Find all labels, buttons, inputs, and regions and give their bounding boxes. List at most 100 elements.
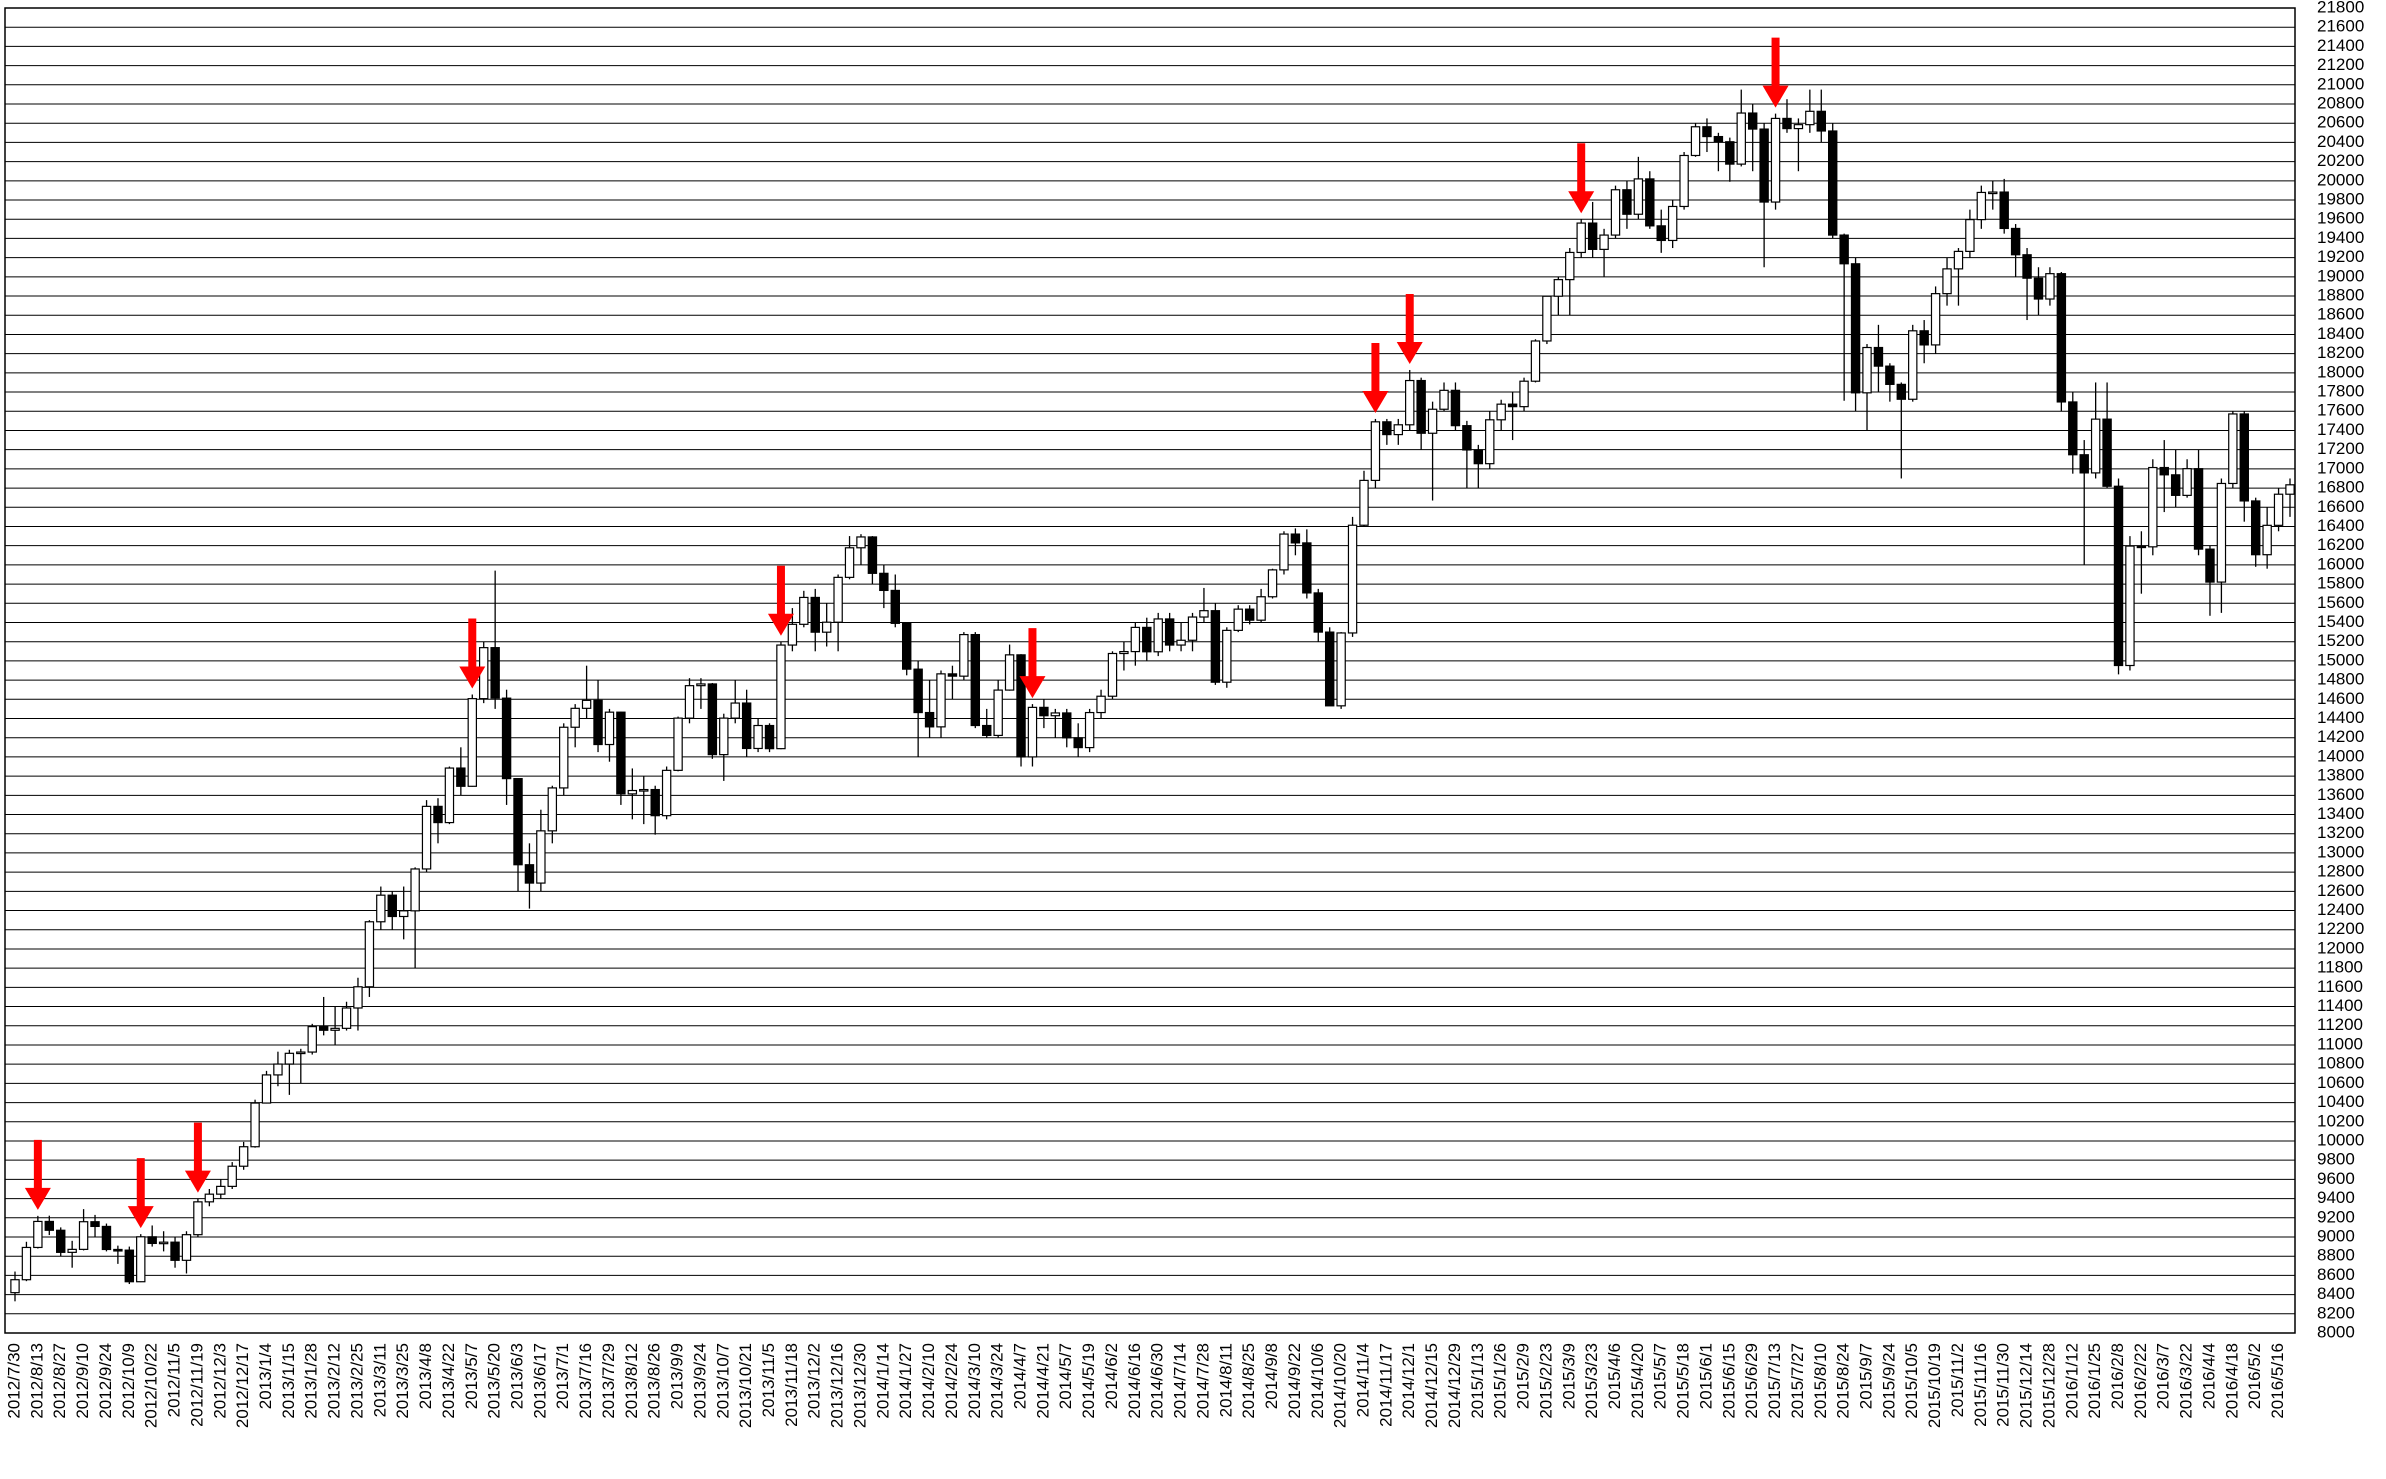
candle-body: [1393, 424, 1404, 436]
candle-body: [2113, 485, 2124, 667]
x-tick-label: 2014/12/1: [1399, 1343, 1418, 1419]
x-tick-label: 2014/9/22: [1285, 1343, 1304, 1419]
signal-arrow-head: [1762, 85, 1789, 108]
candle-body: [936, 673, 946, 728]
candle-body: [238, 1146, 249, 1167]
x-tick-label: 2014/12/29: [1445, 1343, 1464, 1428]
candle-body: [1942, 268, 1952, 295]
candle-body: [1485, 419, 1495, 465]
candle-body: [2159, 466, 2169, 476]
x-tick-label: 2014/5/19: [1079, 1343, 1098, 1419]
candle-body: [2182, 468, 2192, 496]
y-tick-label: 15600: [2317, 593, 2364, 612]
y-tick-label: 16800: [2317, 478, 2364, 497]
candle-body: [741, 702, 752, 750]
candle-body: [1130, 626, 1141, 653]
candle-body: [1782, 117, 1792, 130]
candle-body: [1119, 650, 1129, 655]
y-tick-label: 9000: [2317, 1226, 2355, 1245]
candle-body: [296, 1051, 306, 1055]
candle-body: [1290, 533, 1301, 544]
x-tick-label: 2015/1/13: [1468, 1343, 1487, 1419]
candle-body: [1233, 608, 1243, 631]
plot-frame: [4, 7, 2296, 1334]
y-tick-label: 14200: [2317, 727, 2364, 746]
candle-body: [1965, 219, 1975, 252]
y-tick-label: 20200: [2317, 151, 2364, 170]
candle-body: [1153, 618, 1163, 653]
y-tick-label: 10200: [2317, 1111, 2364, 1130]
x-tick-label: 2014/1/27: [896, 1343, 915, 1419]
candle-body: [1885, 365, 1895, 385]
candle-body: [696, 683, 706, 687]
candle-body: [1405, 379, 1415, 426]
x-tick-label: 2013/1/28: [302, 1343, 321, 1419]
candle-body: [524, 864, 535, 884]
x-tick-label: 2015/8/24: [1834, 1343, 1853, 1419]
x-tick-label: 2014/11/4: [1353, 1343, 1372, 1417]
x-tick-label: 2015/2/23: [1536, 1343, 1555, 1419]
candle-body: [2273, 493, 2284, 526]
candle-body: [1622, 189, 1632, 215]
y-tick-label: 12000: [2317, 938, 2364, 957]
signal-arrow-head: [24, 1187, 51, 1210]
candle-body: [353, 986, 363, 1009]
x-tick-label: 2014/1/14: [873, 1343, 892, 1419]
x-tick-label: 2014/2/24: [942, 1343, 961, 1419]
candle-body: [1142, 626, 1152, 653]
x-tick-label: 2013/9/9: [668, 1343, 687, 1409]
x-tick-label: 2016/2/22: [2131, 1343, 2150, 1419]
y-tick-label: 18000: [2317, 362, 2364, 381]
x-tick-label: 2014/2/10: [919, 1343, 938, 1419]
candle-body: [1062, 712, 1072, 739]
y-tick-label: 13800: [2317, 766, 2364, 785]
y-tick-label: 10000: [2317, 1130, 2364, 1149]
candle-body: [1919, 330, 1929, 346]
candle-body: [2045, 273, 2055, 300]
candle-body: [924, 711, 935, 728]
y-tick-label: 15400: [2317, 612, 2364, 631]
candle-body: [821, 621, 832, 633]
y-tick-label: 11200: [2317, 1015, 2363, 1034]
y-tick-label: 19600: [2317, 209, 2364, 228]
x-tick-label: 2012/7/30: [4, 1343, 23, 1419]
y-tick-label: 15000: [2317, 650, 2364, 669]
candle-body: [1313, 592, 1323, 633]
x-tick-label: 2012/9/10: [73, 1343, 92, 1419]
candle-body: [227, 1165, 237, 1187]
x-tick-label: 2015/6/29: [1742, 1343, 1761, 1419]
candle-body: [1039, 706, 1049, 717]
candle-body: [1336, 632, 1346, 707]
candle-body: [1988, 191, 1998, 195]
y-tick-label: 13000: [2317, 842, 2364, 861]
x-tick-label: 2013/7/29: [599, 1343, 618, 1419]
candle-body: [1222, 629, 1232, 683]
x-tick-label: 2013/12/30: [850, 1343, 869, 1428]
x-tick-label: 2014/6/16: [1125, 1343, 1144, 1419]
candle-body: [833, 576, 843, 623]
candle-body: [433, 805, 443, 824]
candle-body: [1016, 654, 1026, 758]
candle-body: [467, 698, 478, 787]
y-tick-label: 19800: [2317, 190, 2364, 209]
candle-body: [730, 702, 740, 719]
candle-body: [1496, 403, 1506, 421]
candle-body: [307, 1026, 317, 1053]
x-tick-label: 2014/8/25: [1239, 1343, 1258, 1419]
y-tick-label: 15200: [2317, 631, 2364, 650]
candle-body: [1187, 616, 1198, 641]
y-tick-label: 11400: [2317, 996, 2363, 1015]
x-tick-label: 2012/8/13: [27, 1343, 46, 1419]
x-tick-label: 2016/3/7: [2154, 1343, 2173, 1409]
candle-body: [1199, 610, 1209, 618]
candle-body: [113, 1248, 123, 1252]
candle-body: [444, 767, 455, 824]
x-tick-label: 2014/11/17: [1376, 1343, 1395, 1427]
candle-body: [1347, 524, 1358, 634]
candle-body: [616, 711, 626, 795]
x-tick-label: 2013/3/11: [370, 1343, 389, 1417]
x-tick-label: 2015/4/20: [1628, 1343, 1647, 1419]
x-tick-label: 2013/6/17: [530, 1343, 549, 1419]
candle-body: [398, 910, 409, 918]
x-tick-label: 2015/5/18: [1674, 1343, 1693, 1419]
